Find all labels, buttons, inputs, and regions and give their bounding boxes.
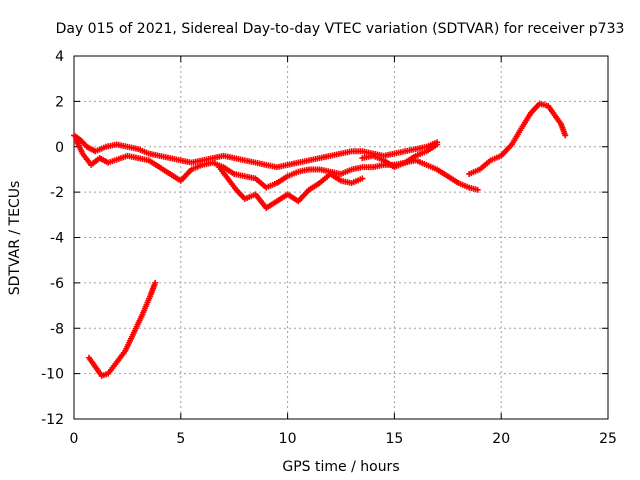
series-band-c xyxy=(216,164,366,212)
x-tick-label: 5 xyxy=(176,431,185,447)
data-point xyxy=(359,175,366,182)
series-band-d xyxy=(359,141,441,171)
y-tick-label: -2 xyxy=(50,185,64,201)
y-tick-label: 2 xyxy=(55,94,64,110)
y-tick-label: 4 xyxy=(55,49,64,65)
x-tick-label: 15 xyxy=(385,431,403,447)
x-tick-label: 0 xyxy=(70,431,79,447)
data-point xyxy=(152,279,159,286)
series-band-a xyxy=(71,132,441,171)
x-tick-label: 20 xyxy=(492,431,510,447)
series-band-e xyxy=(466,100,569,177)
grid xyxy=(74,56,608,419)
y-tick-label: -8 xyxy=(50,321,64,337)
axis-ticks: 0 5 10 15 20 25 -12 -10 -8 -6 -4 -2 0 2 4 xyxy=(41,49,617,447)
y-tick-label: 0 xyxy=(55,140,64,156)
chart-title: Day 015 of 2021, Sidereal Day-to-day VTE… xyxy=(56,21,625,37)
data-marks xyxy=(71,100,569,379)
y-tick-label: -4 xyxy=(50,231,64,247)
x-axis-label: GPS time / hours xyxy=(282,459,399,475)
series-band-f xyxy=(85,279,159,379)
data-point xyxy=(474,186,481,193)
x-tick-label: 25 xyxy=(599,431,617,447)
data-point xyxy=(562,132,569,139)
y-axis-label: SDTVAR / TECUs xyxy=(7,181,23,296)
x-tick-label: 10 xyxy=(279,431,297,447)
y-tick-label: -12 xyxy=(41,412,64,428)
y-tick-label: -6 xyxy=(50,276,64,292)
y-tick-label: -10 xyxy=(41,367,64,383)
data-point xyxy=(434,141,441,148)
